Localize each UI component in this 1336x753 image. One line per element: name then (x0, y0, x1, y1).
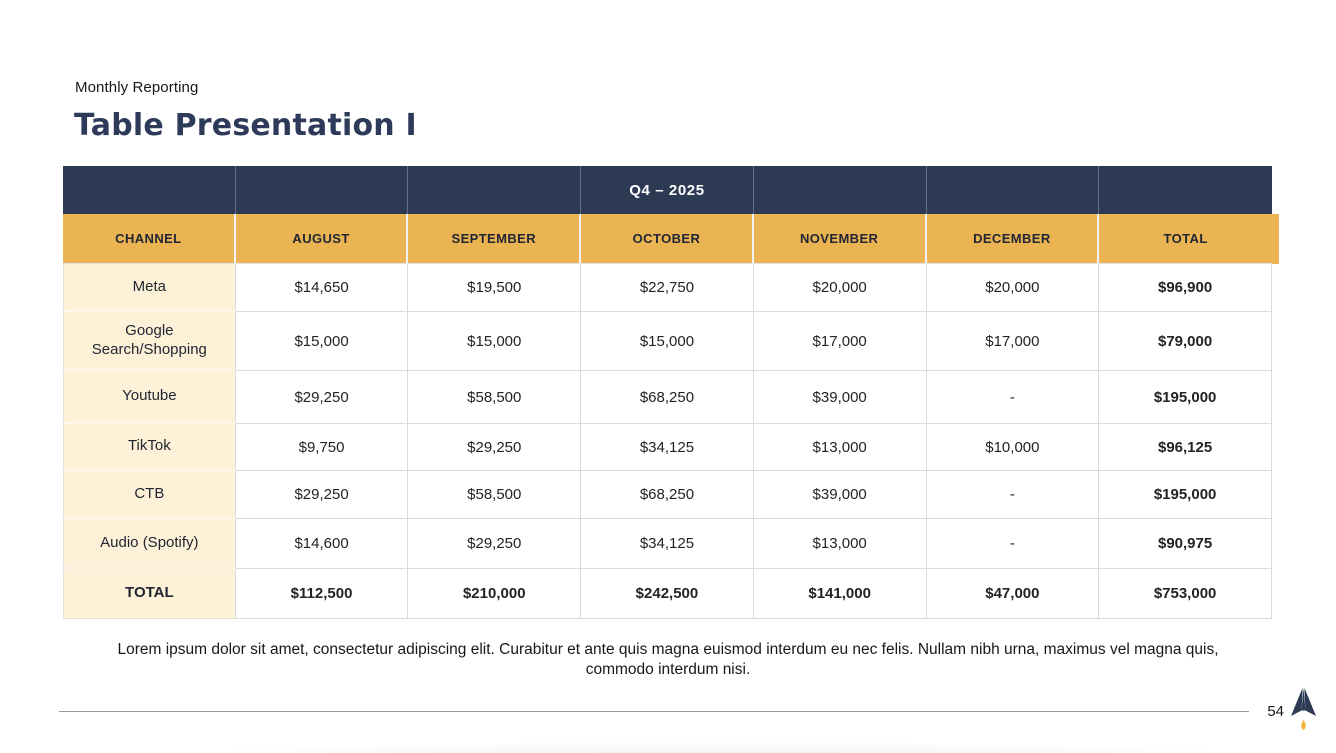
column-header-august: AUGUST (235, 214, 409, 264)
table-cell: $15,000 (408, 312, 582, 371)
quarter-header-row: Q4 – 2025 (63, 166, 1272, 214)
table-cell: $242,500 (581, 569, 754, 619)
quarter-spacer-cell (63, 166, 236, 214)
page-title: Table Presentation I (74, 108, 417, 143)
table-cell: $47,000 (926, 569, 1100, 619)
rocket-logo-icon (1291, 688, 1316, 730)
table-row-youtube: Youtube $29,250 $58,500 $68,250 $39,000 … (63, 371, 1272, 424)
slide-subtitle: Monthly Reporting (75, 79, 199, 96)
quarter-spacer-cell (235, 166, 409, 214)
row-total-cell: $79,000 (1099, 312, 1272, 371)
table-cell: $68,250 (581, 471, 754, 519)
table-cell: $68,250 (581, 371, 754, 424)
row-total-cell: $96,900 (1099, 264, 1272, 312)
channel-cell: Youtube (63, 371, 236, 424)
quarter-spacer-cell (1099, 166, 1272, 214)
column-header-total: TOTAL (1099, 214, 1272, 264)
channel-cell: Audio (Spotify) (63, 519, 236, 569)
table-row-google: Google Search/Shopping $15,000 $15,000 $… (63, 312, 1272, 371)
table-cell: $29,250 (408, 519, 582, 569)
table-cell: $13,000 (753, 519, 927, 569)
quarter-spacer-cell (408, 166, 582, 214)
table-cell: - (926, 519, 1100, 569)
channel-cell: Meta (63, 264, 236, 312)
table-cell: $15,000 (235, 312, 409, 371)
table-cell: - (926, 371, 1100, 424)
table-cell: $22,750 (581, 264, 754, 312)
footer-divider (59, 711, 1249, 712)
table-cell: $15,000 (581, 312, 754, 371)
monthly-report-table: Q4 – 2025 CHANNEL AUGUST SEPTEMBER OCTOB… (63, 166, 1272, 619)
table-cell: $20,000 (926, 264, 1100, 312)
table-cell: $29,250 (235, 371, 409, 424)
quarter-spacer-cell (753, 166, 927, 214)
quarter-label: Q4 – 2025 (581, 166, 754, 214)
channel-cell: Google Search/Shopping (63, 312, 236, 371)
table-cell: $19,500 (408, 264, 582, 312)
table-cell: $34,125 (581, 424, 754, 471)
row-total-cell: $96,125 (1099, 424, 1272, 471)
table-cell: $10,000 (926, 424, 1100, 471)
table-cell: $29,250 (235, 471, 409, 519)
table-row-total: TOTAL $112,500 $210,000 $242,500 $141,00… (63, 569, 1272, 619)
row-total-cell: $90,975 (1099, 519, 1272, 569)
table-cell: $13,000 (753, 424, 927, 471)
table-cell: $29,250 (408, 424, 582, 471)
table-cell: $20,000 (753, 264, 927, 312)
table-cell: $58,500 (408, 371, 582, 424)
column-header-september: SEPTEMBER (408, 214, 582, 264)
column-header-december: DECEMBER (926, 214, 1100, 264)
table-row-tiktok: TikTok $9,750 $29,250 $34,125 $13,000 $1… (63, 424, 1272, 471)
row-total-cell: $195,000 (1099, 471, 1272, 519)
row-total-cell: $753,000 (1099, 569, 1272, 619)
table-cell: $58,500 (408, 471, 582, 519)
table-row-ctb: CTB $29,250 $58,500 $68,250 $39,000 - $1… (63, 471, 1272, 519)
table-cell: $17,000 (753, 312, 927, 371)
channel-cell: CTB (63, 471, 236, 519)
table-cell: $34,125 (581, 519, 754, 569)
slide-bottom-shadow (170, 741, 1266, 753)
table-cell: $210,000 (408, 569, 582, 619)
table-cell: $112,500 (235, 569, 409, 619)
table-cell: $17,000 (926, 312, 1100, 371)
table-row-meta: Meta $14,650 $19,500 $22,750 $20,000 $20… (63, 264, 1272, 312)
row-total-cell: $195,000 (1099, 371, 1272, 424)
quarter-spacer-cell (926, 166, 1100, 214)
table-cell: - (926, 471, 1100, 519)
page-number: 54 (1267, 703, 1284, 720)
column-header-november: NOVEMBER (753, 214, 927, 264)
table-row-audio-spotify: Audio (Spotify) $14,600 $29,250 $34,125 … (63, 519, 1272, 569)
column-header-channel: CHANNEL (63, 214, 236, 264)
column-header-row: CHANNEL AUGUST SEPTEMBER OCTOBER NOVEMBE… (63, 214, 1272, 264)
table-cell: $39,000 (753, 371, 927, 424)
channel-cell: TikTok (63, 424, 236, 471)
table-cell: $9,750 (235, 424, 409, 471)
table-cell: $141,000 (753, 569, 927, 619)
table-cell: $39,000 (753, 471, 927, 519)
table-cell: $14,650 (235, 264, 409, 312)
footnote-text: Lorem ipsum dolor sit amet, consectetur … (117, 641, 1219, 679)
table-cell: $14,600 (235, 519, 409, 569)
column-header-october: OCTOBER (581, 214, 754, 264)
channel-cell: TOTAL (63, 569, 236, 619)
